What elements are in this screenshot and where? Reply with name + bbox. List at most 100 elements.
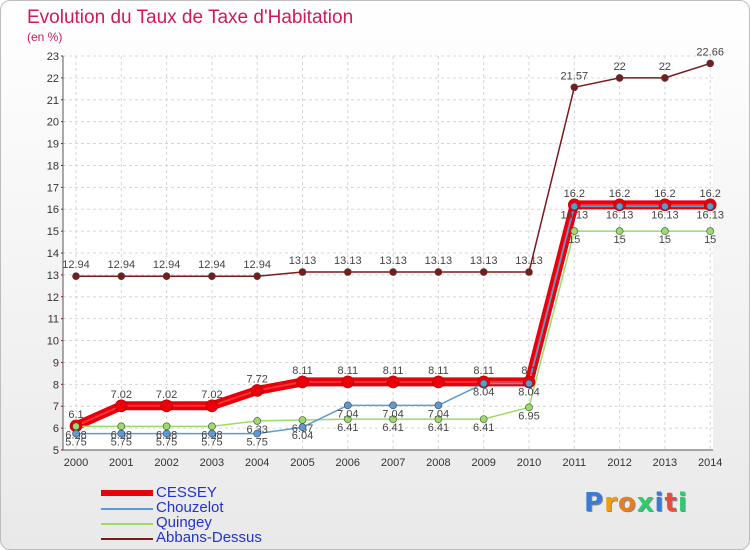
data-label-abbans-dessus: 22 bbox=[613, 61, 625, 73]
data-label-quingey: 6.95 bbox=[518, 410, 539, 422]
data-label-chouzelot: 5.75 bbox=[65, 437, 86, 449]
data-point-quingey bbox=[343, 415, 352, 423]
y-tick-label: 14 bbox=[47, 248, 59, 260]
data-label-cessey: 8.11 bbox=[292, 365, 313, 377]
legend-label: Quingey bbox=[156, 514, 212, 531]
data-point-quingey bbox=[570, 227, 579, 235]
chart-unit-label: (en %) bbox=[27, 30, 63, 44]
data-point-abbans-dessus bbox=[253, 272, 262, 281]
data-point-chouzelot bbox=[162, 429, 171, 438]
x-tick-label: 2002 bbox=[154, 457, 178, 469]
data-point-chouzelot bbox=[615, 202, 624, 211]
data-point-chouzelot bbox=[253, 429, 262, 438]
data-label-chouzelot: 16.13 bbox=[606, 209, 634, 221]
data-point-cessey bbox=[115, 399, 128, 413]
logo-letter: r bbox=[604, 488, 618, 518]
data-label-abbans-dessus: 12.94 bbox=[243, 259, 271, 271]
data-point-chouzelot bbox=[208, 429, 216, 438]
x-tick-label: 2004 bbox=[245, 457, 269, 469]
logo-letter: P bbox=[584, 488, 605, 518]
data-point-quingey bbox=[615, 227, 624, 235]
data-point-cessey bbox=[432, 375, 445, 389]
x-tick-label: 2006 bbox=[336, 457, 360, 469]
x-tick-label: 2009 bbox=[471, 457, 495, 469]
proxiti-logo: Proxiti bbox=[584, 488, 688, 518]
data-point-chouzelot bbox=[343, 401, 352, 410]
data-point-chouzelot bbox=[479, 379, 488, 388]
data-label-chouzelot: 16.13 bbox=[651, 209, 679, 221]
data-label-quingey: 15 bbox=[568, 234, 580, 246]
logo-letter: i bbox=[654, 488, 665, 518]
data-label-cessey: 8.11 bbox=[473, 365, 494, 377]
legend-swatch-abbans-dessus bbox=[101, 538, 153, 540]
data-label-cessey: 8.11 bbox=[383, 365, 404, 377]
data-label-abbans-dessus: 13.13 bbox=[470, 255, 498, 267]
y-tick-label: 10 bbox=[47, 336, 59, 348]
legend-item-cessey: CESSEY bbox=[101, 484, 321, 501]
data-label-cessey: 8.11 bbox=[428, 365, 449, 377]
data-label-chouzelot: 6.04 bbox=[292, 430, 313, 442]
data-point-chouzelot bbox=[570, 202, 579, 211]
legend-item-chouzelot: Chouzelot bbox=[101, 499, 321, 516]
data-point-abbans-dessus bbox=[570, 83, 579, 92]
data-point-chouzelot bbox=[389, 401, 397, 410]
data-label-quingey: 15 bbox=[659, 234, 671, 246]
y-tick-label: 18 bbox=[47, 160, 59, 172]
data-point-chouzelot bbox=[706, 202, 715, 211]
data-point-cessey bbox=[341, 375, 355, 389]
logo-letter: t bbox=[664, 488, 678, 518]
y-tick-label: 17 bbox=[47, 182, 59, 194]
data-label-abbans-dessus: 13.13 bbox=[289, 255, 317, 267]
y-tick-label: 20 bbox=[47, 117, 59, 129]
legend-label: Abbans-Dessus bbox=[156, 529, 262, 546]
data-point-abbans-dessus bbox=[208, 272, 216, 281]
x-tick-label: 2008 bbox=[426, 457, 450, 469]
y-tick-label: 7 bbox=[53, 401, 59, 413]
y-tick-label: 11 bbox=[48, 314, 59, 326]
data-label-chouzelot: 16.13 bbox=[696, 209, 724, 221]
data-point-abbans-dessus bbox=[479, 268, 488, 276]
data-point-chouzelot bbox=[298, 423, 307, 432]
data-label-abbans-dessus: 12.94 bbox=[108, 259, 136, 271]
data-label-chouzelot: 8.04 bbox=[518, 386, 539, 398]
data-label-chouzelot: 5.75 bbox=[111, 437, 132, 449]
data-point-cessey bbox=[296, 375, 309, 389]
data-point-chouzelot bbox=[117, 429, 126, 438]
legend-swatch-chouzelot bbox=[101, 508, 153, 510]
data-label-chouzelot: 16.13 bbox=[561, 209, 589, 221]
data-label-abbans-dessus: 12.94 bbox=[153, 259, 181, 271]
data-label-cessey: 7.02 bbox=[201, 389, 222, 401]
data-point-quingey bbox=[479, 415, 488, 423]
y-tick-label: 9 bbox=[53, 357, 59, 369]
logo-letter: i bbox=[677, 488, 688, 518]
data-label-chouzelot: 8.04 bbox=[473, 386, 494, 398]
legend-label: CESSEY bbox=[156, 484, 217, 501]
legend-item-abbans-dessus: Abbans-Dessus bbox=[101, 529, 321, 546]
data-label-quingey: 15 bbox=[613, 234, 625, 246]
y-tick-label: 8 bbox=[53, 379, 59, 391]
x-tick-label: 2011 bbox=[562, 457, 586, 469]
y-tick-label: 12 bbox=[47, 292, 59, 304]
y-tick-label: 15 bbox=[47, 226, 59, 238]
data-label-quingey: 6.41 bbox=[337, 422, 358, 434]
data-label-cessey: 7.02 bbox=[156, 389, 177, 401]
data-point-chouzelot bbox=[72, 429, 80, 438]
data-label-cessey: 16.2 bbox=[654, 188, 675, 200]
data-point-abbans-dessus bbox=[434, 268, 443, 276]
logo-letter: o bbox=[617, 488, 637, 518]
y-tick-label: 16 bbox=[47, 204, 59, 216]
x-tick-label: 2001 bbox=[109, 457, 133, 469]
data-label-abbans-dessus: 22.66 bbox=[696, 46, 724, 58]
legend-label: Chouzelot bbox=[156, 499, 224, 516]
data-label-chouzelot: 7.04 bbox=[382, 408, 403, 420]
data-label-quingey: 15 bbox=[704, 234, 716, 246]
logo-letter: x bbox=[636, 488, 655, 518]
data-point-abbans-dessus bbox=[389, 268, 397, 276]
data-point-chouzelot bbox=[434, 401, 443, 410]
data-label-abbans-dessus: 13.13 bbox=[379, 255, 407, 267]
data-label-chouzelot: 7.04 bbox=[428, 408, 449, 420]
data-point-chouzelot bbox=[525, 379, 533, 388]
data-label-abbans-dessus: 22 bbox=[659, 61, 671, 73]
data-point-quingey bbox=[706, 227, 715, 235]
y-tick-label: 13 bbox=[47, 270, 59, 282]
